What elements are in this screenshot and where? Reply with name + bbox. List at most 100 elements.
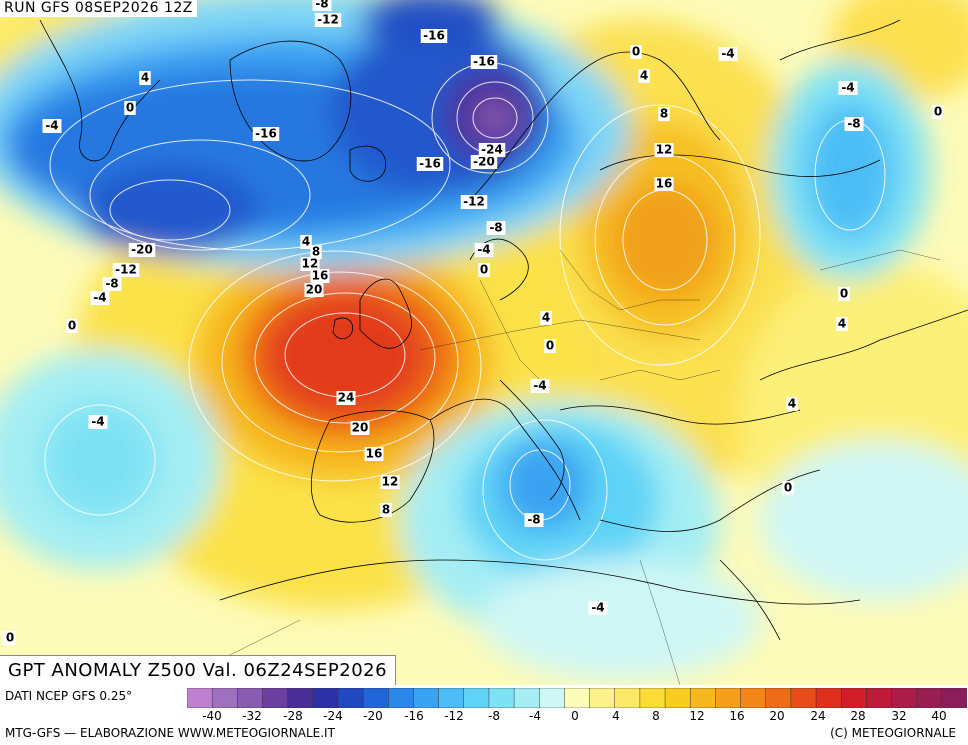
legend-swatch <box>262 688 289 708</box>
contour-lines <box>44 62 886 561</box>
contour-label: -12 <box>463 195 485 209</box>
contour-label-bg <box>300 235 312 249</box>
contour-label: -4 <box>93 291 106 305</box>
contour-label-bg <box>300 257 320 271</box>
contour-label-bg <box>836 317 848 331</box>
contour-label-bg <box>380 503 392 517</box>
legend-swatch <box>891 688 918 708</box>
contour-label-bg <box>4 631 16 645</box>
contour-label-bg <box>658 107 670 121</box>
legend-swatch <box>589 688 616 708</box>
contour-label: -4 <box>841 81 854 95</box>
contour-label: -8 <box>847 117 860 131</box>
contour-label: 0 <box>480 263 488 277</box>
contour-label-bg <box>128 243 156 257</box>
legend-swatch <box>639 688 666 708</box>
legend-swatch <box>337 688 364 708</box>
legend-swatch <box>866 688 893 708</box>
credit-label: MTG-GFS — ELABORAZIONE WWW.METEOGIORNALE… <box>5 726 335 740</box>
contour-label: 4 <box>302 235 310 249</box>
legend-tick-label: -20 <box>363 709 383 723</box>
legend-swatch <box>790 688 817 708</box>
contour-label-bg <box>416 157 444 171</box>
contour-label: 0 <box>546 339 554 353</box>
contour-label-bg <box>314 13 342 27</box>
legend-swatch <box>312 688 339 708</box>
contour-label-bg <box>310 245 322 259</box>
contour-label-bg <box>112 263 140 277</box>
legend-tick-label: -8 <box>488 709 500 723</box>
legend-swatch <box>362 688 390 708</box>
contour-label: 16 <box>312 269 329 283</box>
legend-tick-label: -16 <box>404 709 424 723</box>
contour-label: -20 <box>473 155 495 169</box>
contour-label-bg <box>312 0 332 11</box>
contour-label-bg <box>486 221 506 235</box>
contour-label: -4 <box>45 119 58 133</box>
contour-label: -4 <box>591 601 604 615</box>
contour-label-bg <box>588 601 608 615</box>
contour-label: 20 <box>306 283 323 297</box>
contour-label-bg <box>932 105 944 119</box>
contour-label: 16 <box>656 177 673 191</box>
legend-swatch <box>513 688 541 708</box>
contour-label-bg <box>66 319 78 333</box>
contour-label: 0 <box>6 631 14 645</box>
legend-tick-label: -24 <box>323 709 343 723</box>
contour-label: -8 <box>527 513 540 527</box>
legend-swatch <box>438 688 465 708</box>
contour-label-bg <box>638 69 650 83</box>
color-legend <box>187 688 967 708</box>
contour-label: 4 <box>141 71 149 85</box>
contour-label: 16 <box>366 447 383 461</box>
contour-label: 12 <box>656 143 673 157</box>
anomaly-field <box>0 0 968 680</box>
contour-label: 0 <box>840 287 848 301</box>
contour-label-bg <box>786 397 798 411</box>
legend-tick-label: 20 <box>769 709 785 723</box>
contour-label: 12 <box>302 257 319 271</box>
contour-label-bg <box>474 243 494 257</box>
legend-tick-label: 28 <box>850 709 866 723</box>
contour-label-bg <box>630 45 642 59</box>
legend-swatch <box>211 688 239 708</box>
legend-tick-label: 32 <box>891 709 907 723</box>
legend-swatch <box>187 688 213 708</box>
contour-label: 0 <box>126 101 134 115</box>
contour-label-bg <box>478 143 506 157</box>
legend-tick-label: -4 <box>529 709 541 723</box>
legend-swatch <box>689 688 717 708</box>
legend-tick-label: 8 <box>652 709 660 723</box>
legend-swatch <box>815 688 842 708</box>
contour-label: 4 <box>838 317 846 331</box>
contour-label: 8 <box>660 107 668 121</box>
contour-label: -4 <box>533 379 546 393</box>
contour-label: -16 <box>419 157 441 171</box>
legend-swatch <box>916 688 943 708</box>
contour-label: -8 <box>489 221 502 235</box>
contour-label-bg <box>782 481 794 495</box>
contour-label-bg <box>336 391 356 405</box>
contour-label-bg <box>252 127 280 141</box>
contour-label: 4 <box>542 311 550 325</box>
contour-label: 12 <box>382 475 399 489</box>
contour-label: 8 <box>312 245 320 259</box>
contour-label: -16 <box>473 55 495 69</box>
contour-label-bg <box>654 177 674 191</box>
legend-swatch <box>413 688 440 708</box>
legend-swatch <box>840 688 868 708</box>
contour-label-bg <box>540 311 552 325</box>
legend-swatch <box>539 688 566 708</box>
contour-label: -12 <box>317 13 339 27</box>
legend-swatch <box>488 688 515 708</box>
run-label: RUN GFS 08SEP2026 12Z <box>0 0 197 17</box>
legend-tick-label: 4 <box>612 709 620 723</box>
legend-swatch <box>614 688 641 708</box>
contour-label-bg <box>530 379 550 393</box>
contour-label-bg <box>102 277 122 291</box>
contour-label-bg <box>838 81 858 95</box>
contour-label-bg <box>350 421 370 435</box>
map-title: GPT ANOMALY Z500 Val. 06Z24SEP2026 <box>0 655 397 686</box>
contour-label: -8 <box>315 0 328 11</box>
contour-label-bg <box>470 55 498 69</box>
